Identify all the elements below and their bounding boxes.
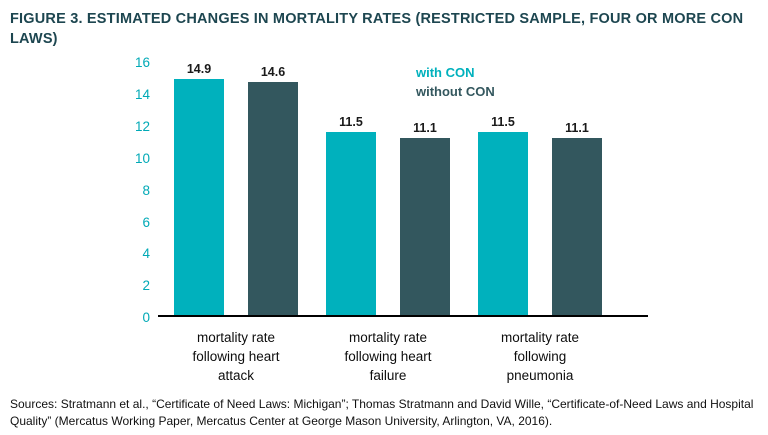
y-tick-label: 8 (142, 182, 150, 198)
plot-wrap: with CON without CON 14.9 14.6 11.5 11.1 11.5… (158, 62, 648, 386)
bar-group: 14.9 14.6 (174, 62, 298, 316)
y-axis: 0 2 4 6 8 10 12 14 16 (112, 55, 158, 325)
bar-cell: 11.5 (326, 62, 376, 316)
y-tick-label: 10 (134, 150, 150, 166)
y-tick-label: 0 (142, 310, 150, 326)
bar-group: 11.5 11.1 (478, 62, 602, 316)
bar-value-label: 14.6 (260, 65, 286, 80)
y-tick-label: 6 (142, 214, 150, 230)
bar-value-label: 11.5 (339, 114, 363, 129)
bar-without-CON (552, 138, 602, 316)
bar-value-label: 11.5 (491, 114, 515, 129)
legend-item: without CON (416, 84, 495, 100)
legend-item: with CON (416, 65, 475, 81)
bar-with-CON (478, 131, 528, 316)
y-tick-label: 16 (134, 55, 150, 71)
bar-value-label: 11.1 (413, 121, 437, 136)
y-tick-label: 4 (142, 246, 150, 262)
source-note: Sources: Stratmann et al., “Certificate … (10, 397, 754, 429)
bar-with-CON (174, 79, 224, 316)
bar-with-CON (326, 131, 376, 316)
chart: 0 2 4 6 8 10 12 14 16 with CON without CON 14.9 14… (112, 55, 768, 386)
bar-value-label: 14.9 (186, 62, 212, 77)
x-category-label: mortality rate following heart failure (344, 330, 432, 383)
bar-cell: 11.1 (552, 62, 602, 316)
bar-cell: 11.1 (400, 62, 450, 316)
bar-cell: 14.9 (174, 62, 224, 316)
plot-area: with CON without CON 14.9 14.6 11.5 11.1 11.5… (158, 62, 648, 318)
y-tick-label: 2 (142, 278, 150, 294)
x-category-label: mortality rate following heart attack (192, 330, 280, 383)
bar-without-CON (400, 138, 450, 316)
bar-cell: 14.6 (248, 62, 298, 316)
bar-without-CON (248, 82, 298, 316)
y-tick-label: 14 (134, 87, 150, 102)
figure-title: FIGURE 3. ESTIMATED CHANGES IN MORTALITY… (10, 11, 744, 47)
bar-cell: 11.5 (478, 62, 528, 316)
bar-value-label: 11.1 (565, 121, 589, 136)
x-axis-labels: mortality rate following heart attack mor… (158, 329, 648, 386)
legend: with CON without CON (416, 65, 495, 99)
bar-group: 11.5 11.1 (326, 62, 450, 316)
x-category-label: mortality rate following pneumonia (500, 330, 580, 383)
y-tick-label: 12 (134, 118, 150, 134)
